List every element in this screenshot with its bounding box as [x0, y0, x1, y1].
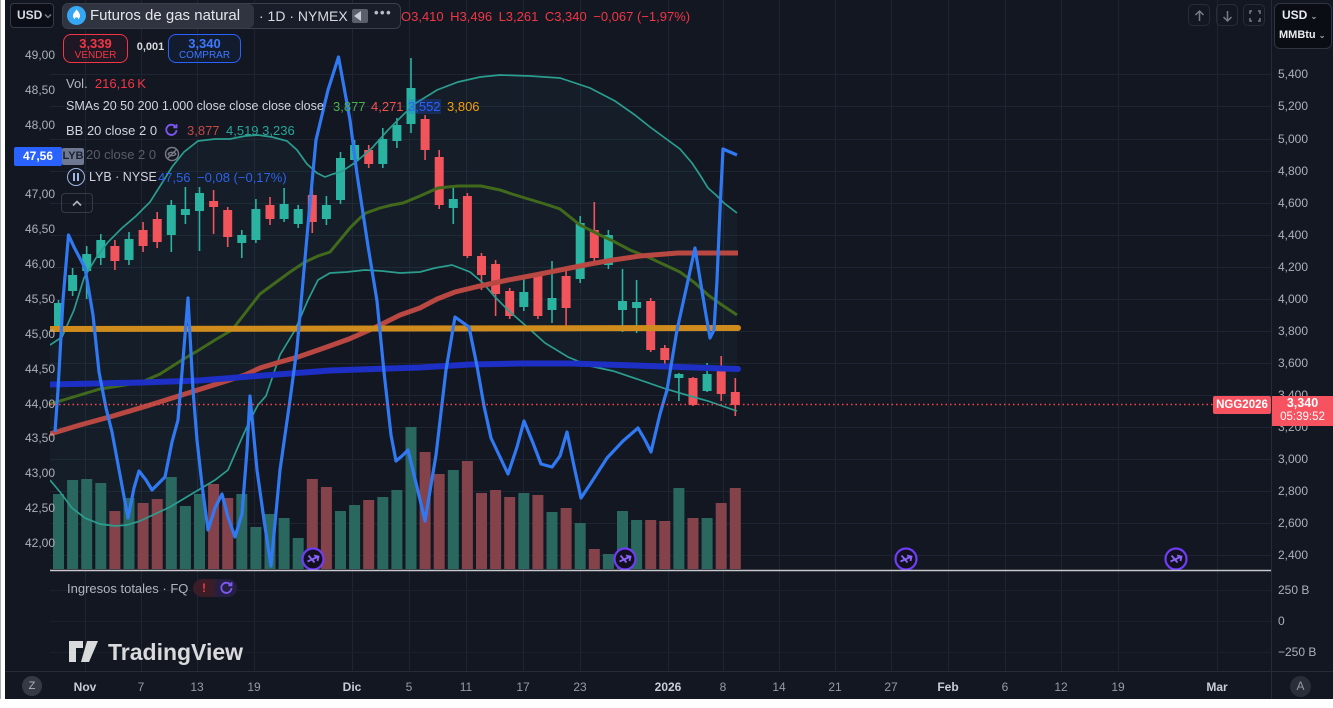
svg-text:TradingView: TradingView [108, 639, 243, 665]
